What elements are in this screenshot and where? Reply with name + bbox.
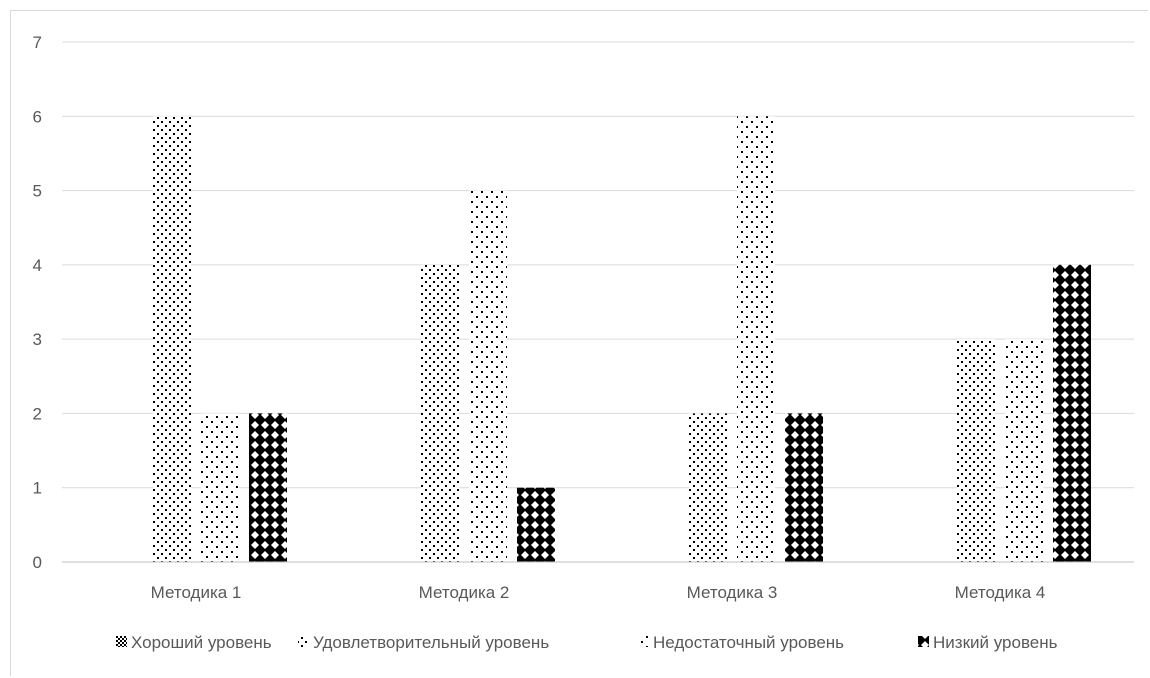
- bar-3-3: [737, 116, 775, 563]
- bar-1-3: [201, 413, 239, 562]
- legend-swatch: [298, 636, 309, 647]
- legend: Хороший уровень Удовлетворительный уровен…: [116, 633, 1058, 652]
- y-tick-label: 7: [33, 33, 42, 52]
- bar-2-2: [421, 264, 459, 562]
- legend-label: Удовлетворительный уровень: [313, 633, 549, 652]
- bar-3-2: [689, 413, 727, 562]
- bar-4-3: [1005, 339, 1043, 562]
- bar-1-2: [153, 116, 191, 563]
- x-category-label: Методика 2: [419, 583, 510, 602]
- x-category-label: Методика 1: [151, 583, 242, 602]
- x-category-label: Методика 4: [955, 583, 1046, 602]
- legend-swatch: [918, 636, 929, 647]
- x-category-label: Методика 3: [687, 583, 778, 602]
- y-tick-label: 3: [33, 330, 42, 349]
- legend-swatch: [638, 636, 649, 647]
- legend-label: Недостаточный уровень: [653, 633, 844, 652]
- legend-label: Хороший уровень: [131, 633, 272, 652]
- y-tick-label: 0: [33, 553, 42, 572]
- y-tick-label: 5: [33, 182, 42, 201]
- bars: [153, 116, 1091, 563]
- y-tick-label: 2: [33, 404, 42, 423]
- legend-label: Низкий уровень: [933, 633, 1058, 652]
- bar-4-2: [957, 339, 995, 562]
- gridlines: [62, 41, 1134, 489]
- y-tick-label: 1: [33, 479, 42, 498]
- chart-frame: [10, 10, 1148, 676]
- legend-swatch: [116, 636, 127, 647]
- bar-1-4: [249, 413, 287, 562]
- bar-4-4: [1053, 264, 1091, 562]
- y-tick-label: 6: [33, 107, 42, 126]
- bar-2-3: [469, 190, 507, 563]
- bar-2-4: [517, 487, 555, 562]
- y-tick-label: 4: [33, 256, 42, 275]
- bar-3-4: [785, 413, 823, 562]
- x-axis-categories: Методика 1 Методика 2 Методика 3 Методика 4: [151, 583, 1046, 602]
- y-axis-ticks: 0 1 2 3 4 5 6 7: [33, 33, 42, 572]
